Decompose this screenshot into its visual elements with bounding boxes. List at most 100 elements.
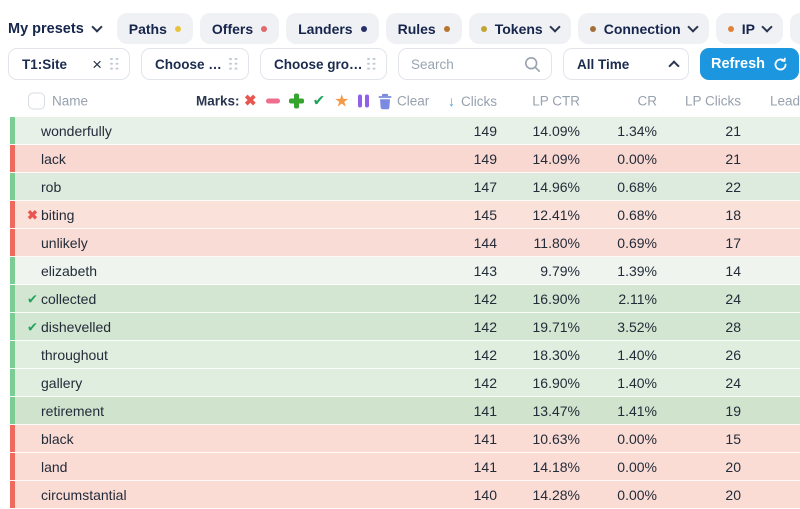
sort-desc-icon: ↓ bbox=[448, 93, 455, 109]
table-row[interactable]: land 141 14.18% 0.00% 20 bbox=[10, 453, 800, 481]
drag-handle-icon[interactable] bbox=[367, 57, 376, 71]
mark-pause-icon[interactable] bbox=[358, 94, 370, 108]
chevron-up-icon bbox=[668, 60, 680, 72]
cell-lp-clicks: 18 bbox=[725, 206, 741, 223]
cell-clicks: 142 bbox=[473, 374, 497, 391]
status-bar bbox=[10, 453, 15, 480]
cell-lp-clicks: 21 bbox=[725, 150, 741, 167]
status-bar bbox=[10, 145, 15, 172]
time-range-value: All Time bbox=[577, 56, 630, 72]
row-name: biting bbox=[41, 206, 75, 223]
cell-clicks: 144 bbox=[473, 234, 497, 251]
table-row[interactable]: circumstantial 140 14.28% 0.00% 20 bbox=[10, 481, 800, 509]
status-bar bbox=[10, 425, 15, 452]
cell-lp-ctr: 13.47% bbox=[532, 402, 580, 419]
mark-plus-icon[interactable] bbox=[288, 93, 304, 109]
cell-cr: 0.68% bbox=[617, 178, 657, 195]
status-dot bbox=[261, 25, 268, 32]
table-row[interactable]: black 141 10.63% 0.00% 15 bbox=[10, 425, 800, 453]
cell-lp-ctr: 14.09% bbox=[532, 122, 580, 139]
cell-lp-ctr: 10.63% bbox=[532, 430, 580, 447]
status-bar bbox=[10, 117, 15, 144]
cell-cr: 0.69% bbox=[617, 234, 657, 251]
filter-pill[interactable]: IP bbox=[715, 13, 783, 44]
row-name: collected bbox=[41, 290, 97, 307]
cell-lp-clicks: 17 bbox=[725, 234, 741, 251]
cell-cr: 0.00% bbox=[617, 430, 657, 447]
column-header-name[interactable]: Name bbox=[52, 93, 89, 109]
cell-lp-ctr: 14.18% bbox=[532, 458, 580, 475]
table-row[interactable]: wonderfully 149 14.09% 1.34% 21 bbox=[10, 117, 800, 145]
cell-clicks: 140 bbox=[473, 486, 497, 503]
cell-lp-clicks: 14 bbox=[725, 262, 741, 279]
column-header-cr[interactable]: CR bbox=[637, 93, 658, 109]
chevron-down-icon bbox=[761, 21, 773, 33]
drag-handle-icon[interactable] bbox=[229, 57, 238, 71]
mark-x-icon[interactable]: ✖ bbox=[244, 92, 257, 110]
group-by-chip[interactable]: T1:Site × bbox=[8, 48, 130, 80]
select-all-checkbox[interactable] bbox=[28, 92, 45, 110]
drag-handle-icon[interactable] bbox=[110, 57, 119, 71]
filter-pill[interactable]: Device bbox=[789, 13, 800, 44]
table-row[interactable]: gallery 142 16.90% 1.40% 24 bbox=[10, 369, 800, 397]
mark-star-icon[interactable]: ★ bbox=[334, 91, 350, 111]
column-header-lp-ctr[interactable]: LP CTR bbox=[532, 93, 580, 109]
clear-marks-button[interactable]: Clear bbox=[397, 93, 430, 109]
table-row[interactable]: unlikely 144 11.80% 0.69% 17 bbox=[10, 229, 800, 257]
cell-clicks: 147 bbox=[473, 178, 497, 195]
refresh-button[interactable]: Refresh bbox=[700, 48, 799, 80]
row-name: wonderfully bbox=[41, 122, 112, 139]
table-row[interactable]: ✖ biting 145 12.41% 0.68% 18 bbox=[10, 201, 800, 229]
choose-group-select-1[interactable]: Choose grou… bbox=[141, 48, 249, 80]
cell-lp-clicks: 15 bbox=[725, 430, 741, 447]
filter-pill[interactable]: Rules bbox=[385, 13, 462, 44]
chevron-down-icon bbox=[549, 21, 561, 33]
table-row[interactable]: elizabeth 143 9.79% 1.39% 14 bbox=[10, 257, 800, 285]
filter-pills-bar: My presets Paths Offers Landers Rules To… bbox=[0, 0, 800, 44]
clicks-header-label: Clicks bbox=[461, 93, 497, 109]
table-row[interactable]: ✔ dishevelled 142 19.71% 3.52% 28 bbox=[10, 313, 800, 341]
cell-lp-ctr: 12.41% bbox=[532, 206, 580, 223]
column-header-clicks[interactable]: ↓ Clicks bbox=[448, 93, 497, 109]
table-row[interactable]: rob 147 14.96% 0.68% 22 bbox=[10, 173, 800, 201]
my-presets-label: My presets bbox=[8, 20, 84, 37]
clear-chip-icon[interactable]: × bbox=[92, 54, 102, 74]
mark-minus-icon[interactable] bbox=[265, 98, 280, 104]
choose-group-placeholder: Choose grou… bbox=[274, 56, 367, 72]
filter-pill[interactable]: Connection bbox=[577, 13, 709, 44]
cell-lp-ctr: 9.79% bbox=[540, 262, 580, 279]
cell-lp-clicks: 22 bbox=[725, 178, 741, 195]
my-presets-dropdown[interactable]: My presets bbox=[8, 20, 103, 37]
filter-pill[interactable]: Offers bbox=[199, 13, 280, 44]
table-row[interactable]: lack 149 14.09% 0.00% 21 bbox=[10, 145, 800, 173]
status-bar bbox=[10, 229, 15, 256]
cell-lp-ctr: 14.28% bbox=[532, 486, 580, 503]
table-row[interactable]: ✔ collected 142 16.90% 2.11% 24 bbox=[10, 285, 800, 313]
mark-trash-icon[interactable] bbox=[378, 93, 392, 109]
table-row[interactable]: retirement 141 13.47% 1.41% 19 bbox=[10, 397, 800, 425]
chevron-down-icon bbox=[91, 21, 103, 33]
filter-pill[interactable]: Tokens bbox=[468, 13, 571, 44]
row-name: land bbox=[41, 458, 68, 475]
time-range-select[interactable]: All Time bbox=[563, 48, 689, 80]
filter-pill[interactable]: Landers bbox=[286, 13, 379, 44]
column-header-lp-clicks[interactable]: LP Clicks bbox=[684, 93, 741, 109]
cell-lp-ctr: 19.71% bbox=[532, 318, 580, 335]
cell-clicks: 149 bbox=[473, 122, 497, 139]
search-input[interactable] bbox=[409, 55, 524, 73]
cell-lp-ctr: 16.90% bbox=[532, 374, 580, 391]
table-row[interactable]: throughout 142 18.30% 1.40% 26 bbox=[10, 341, 800, 369]
status-dot bbox=[589, 25, 596, 32]
cell-clicks: 149 bbox=[473, 150, 497, 167]
filter-pill[interactable]: Paths bbox=[116, 13, 193, 44]
choose-group-select-2[interactable]: Choose grou… bbox=[260, 48, 387, 80]
mark-check-icon[interactable]: ✔ bbox=[312, 92, 326, 110]
cell-lp-clicks: 24 bbox=[725, 290, 741, 307]
cell-cr: 3.52% bbox=[617, 318, 657, 335]
row-name: dishevelled bbox=[41, 318, 112, 335]
pill-label: Tokens bbox=[494, 20, 543, 37]
status-bar bbox=[10, 257, 15, 284]
filter-controls-bar: T1:Site × Choose grou… Choose grou… All … bbox=[0, 44, 800, 80]
status-bar bbox=[10, 397, 15, 424]
column-header-leads[interactable]: Leads bbox=[770, 93, 800, 109]
